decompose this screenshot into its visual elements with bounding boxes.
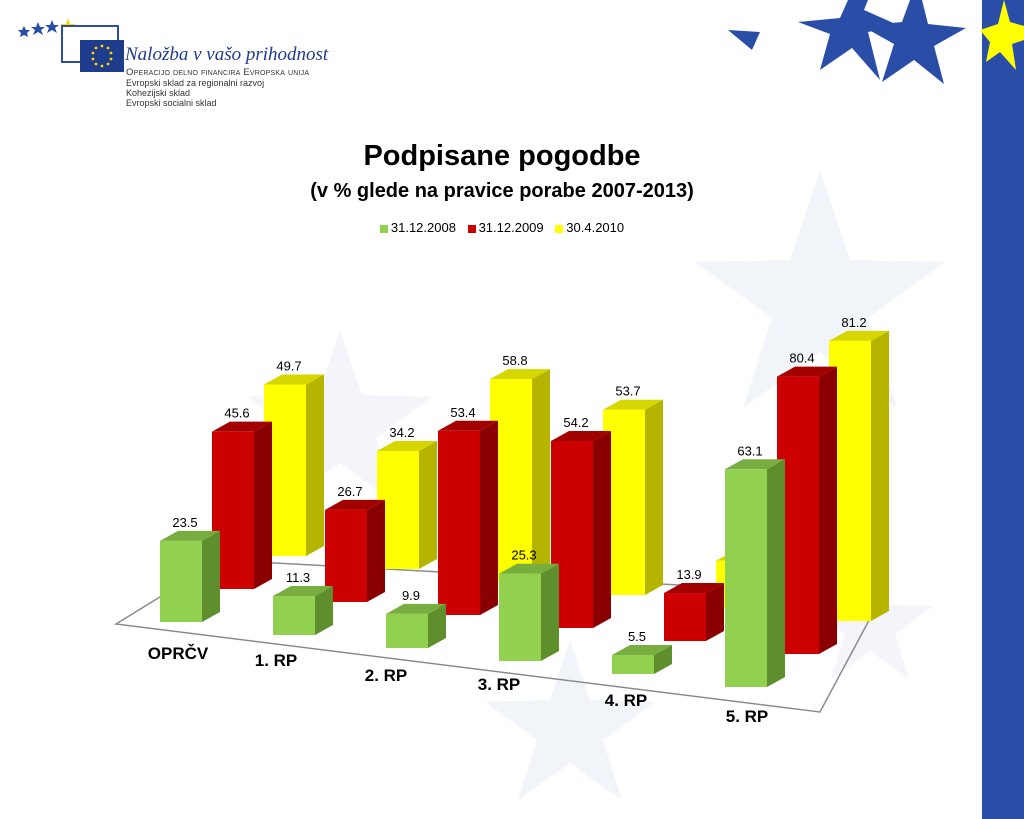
- data-label: 54.2: [563, 415, 588, 430]
- data-label: 81.2: [841, 315, 866, 330]
- bar-2-1: [377, 441, 437, 569]
- right-blue-band: [982, 0, 1024, 819]
- logo-subtext: Operacijo delno financira Evropska unija…: [126, 67, 310, 109]
- data-label: 53.7: [615, 384, 640, 399]
- legend-swatch-green: [379, 224, 388, 233]
- data-label: 5.5: [628, 629, 646, 644]
- star-icon: [862, 0, 966, 84]
- bar-2-0: [264, 374, 324, 556]
- legend-item-1: 31.12.2008: [379, 220, 456, 235]
- bar-1-3: [551, 431, 611, 628]
- data-label: 25.3: [511, 548, 536, 563]
- legend-item-3: 30.4.2010: [555, 220, 624, 235]
- data-label: 11.3: [286, 570, 310, 585]
- bar-0-4: [612, 645, 672, 674]
- category-label: 4. RP: [605, 691, 648, 710]
- data-label: 63.1: [737, 443, 762, 458]
- bar-0-0: [160, 530, 220, 622]
- data-label: 26.7: [337, 484, 362, 499]
- bar-0-2: [386, 603, 446, 648]
- eu-logo-graphic: [18, 18, 124, 72]
- watermark-star-icon: [248, 330, 432, 504]
- logo-line-3: Kohezijski sklad: [126, 88, 191, 98]
- logo-slogan: Naložba v vašo prihodnost: [125, 44, 329, 65]
- star-icon: [980, 0, 1024, 70]
- star-icon: [728, 30, 760, 50]
- legend-label: 31.12.2008: [390, 220, 456, 235]
- data-label: 13.9: [676, 567, 701, 582]
- category-label: 2. RP: [365, 666, 408, 685]
- bar-2-3: [603, 399, 663, 595]
- bar-0-3: [499, 563, 559, 661]
- category-label: 1. RP: [255, 651, 298, 670]
- watermark-star-icon: [695, 170, 945, 408]
- category-label: 5. RP: [726, 707, 769, 726]
- data-label: 49.7: [276, 359, 301, 374]
- category-label: OPRČV: [148, 644, 209, 663]
- bar-0-1: [273, 586, 333, 635]
- bar-1-0: [212, 421, 272, 589]
- bar-0-5: [725, 459, 785, 687]
- chart-title: Podpisane pogodbe: [363, 140, 641, 172]
- logo-line-2: Evropski sklad za regionalni razvoj: [126, 78, 265, 88]
- bar-1-4: [664, 583, 724, 641]
- data-label: 23.5: [172, 515, 197, 530]
- eu-logo: [18, 16, 338, 116]
- small-star-icon: [18, 26, 30, 37]
- legend-swatch-red: [467, 224, 476, 233]
- chart-subtitle: (v % glede na pravice porabe 2007-2013): [310, 180, 694, 202]
- data-label: 9.9: [402, 588, 420, 603]
- category-label: 3. RP: [478, 675, 521, 694]
- legend-label: 31.12.2009: [478, 220, 544, 235]
- data-label: 53.4: [450, 405, 475, 420]
- data-label: 58.8: [502, 353, 527, 368]
- bar-1-2: [438, 420, 498, 615]
- eu-stars-icon: [91, 44, 113, 68]
- bar-1-1: [325, 499, 385, 602]
- logo-line-4: Evropski socialni sklad: [126, 98, 217, 108]
- data-label: 80.4: [789, 351, 814, 366]
- chart-legend: 31.12.2008 31.12.2009 30.4.2010: [0, 220, 1004, 235]
- legend-swatch-yellow: [555, 224, 564, 233]
- star-icon: [798, 0, 900, 80]
- data-label: 34.2: [389, 425, 414, 440]
- data-label: 45.6: [224, 406, 249, 421]
- logo-line-1: Operacijo delno financira Evropska unija: [126, 67, 310, 78]
- bar-1-5: [777, 366, 837, 654]
- watermark-star-icon: [485, 640, 655, 800]
- legend-label: 30.4.2010: [566, 220, 625, 235]
- small-star-icon: [31, 22, 45, 35]
- bar-2-5: [829, 330, 889, 621]
- legend-item-2: 31.12.2009: [467, 220, 544, 235]
- small-star-icon: [45, 20, 59, 33]
